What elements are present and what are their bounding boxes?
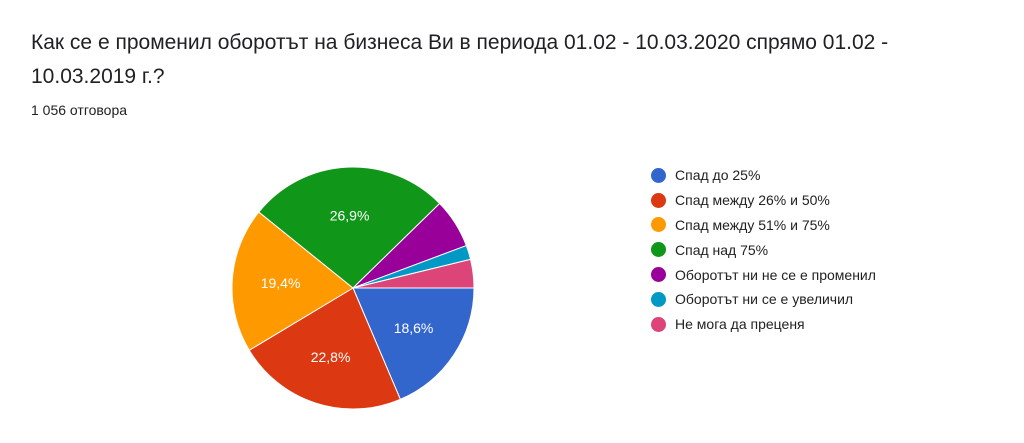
legend-dot-icon <box>651 242 666 258</box>
legend-item-5[interactable]: Оборотът ни се е увеличил <box>651 287 876 312</box>
pie-slice-6[interactable] <box>352 258 475 289</box>
legend-dot-icon <box>651 217 666 233</box>
legend-label: Оборотът ни не се е променил <box>675 266 876 283</box>
legend-item-2[interactable]: Спад между 51% и 75% <box>651 213 876 238</box>
legend-dot-icon <box>651 267 666 283</box>
legend-label: Спад между 51% и 75% <box>675 216 830 233</box>
legend-dot-icon <box>651 316 666 332</box>
pie-slice-label-0: 18,6% <box>394 320 434 336</box>
legend-item-1[interactable]: Спад между 26% и 50% <box>651 188 876 213</box>
response-count: 1 056 отговора <box>31 102 128 118</box>
legend-item-6[interactable]: Не мога да преценя <box>651 312 876 337</box>
legend-dot-icon <box>651 291 666 307</box>
legend-label: Не мога да преценя <box>675 316 805 333</box>
pie-slice-3[interactable] <box>258 166 441 289</box>
legend-item-3[interactable]: Спад над 75% <box>651 237 876 262</box>
legend-item-4[interactable]: Оборотът ни не се е променил <box>651 262 876 287</box>
legend-item-0[interactable]: Спад до 25% <box>651 163 876 188</box>
question-title: Как се е променил оборотът на бизнеса Ви… <box>31 31 889 88</box>
legend-label: Оборотът ни се е увеличил <box>675 291 854 308</box>
pie-chart: 18,6% 22,8% 19,4% 26,9% <box>231 166 475 410</box>
legend-dot-icon <box>651 167 666 183</box>
legend-label: Спад до 25% <box>675 167 761 184</box>
legend-label: Спад между 26% и 50% <box>675 192 830 209</box>
pie-slice-label-2: 19,4% <box>261 275 301 291</box>
pie-slice-label-1: 22,8% <box>311 349 351 365</box>
pie-slice-label-3: 26,9% <box>330 207 370 223</box>
legend-dot-icon <box>651 192 666 208</box>
chart-legend: Спад до 25% Спад между 26% и 50% Спад межд… <box>651 163 876 337</box>
pie-slice-0[interactable] <box>352 287 475 401</box>
pie-slice-2[interactable] <box>231 211 354 351</box>
legend-label: Спад над 75% <box>675 241 769 258</box>
pie-slice-1[interactable] <box>248 287 402 410</box>
